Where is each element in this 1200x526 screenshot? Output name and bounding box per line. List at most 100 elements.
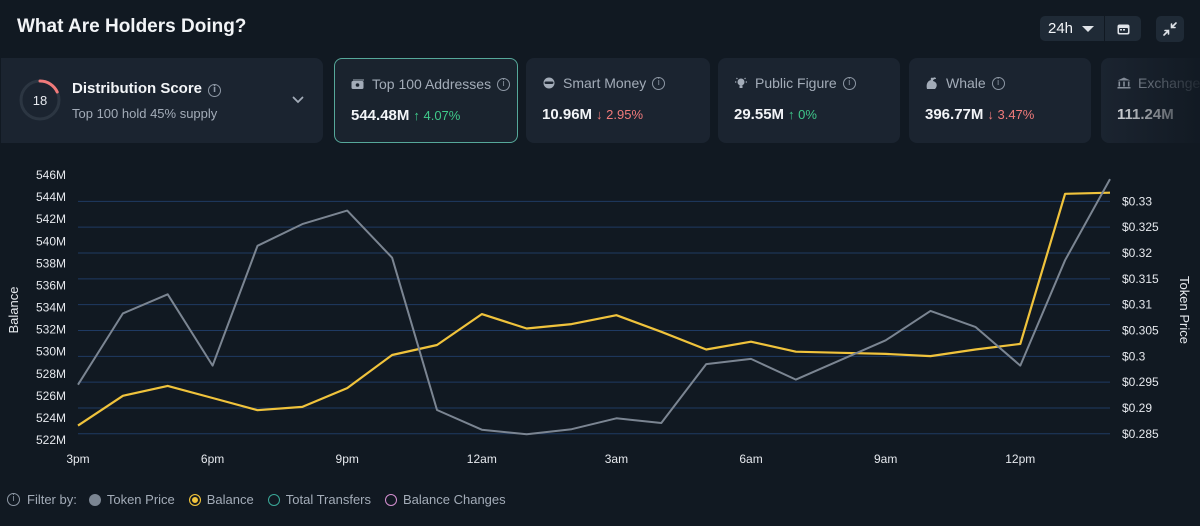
x-tick: 9pm (336, 452, 359, 466)
collapse-button[interactable] (1156, 16, 1184, 42)
y-tick-left: 540M (36, 234, 66, 248)
metric-card-exchange[interactable]: Exchange 111.24M (1101, 58, 1200, 143)
y-tick-left: 544M (36, 190, 66, 204)
distribution-title-text: Distribution Score (72, 80, 203, 97)
y-axis-left: 546M 544M 542M 540M 538M 536M 534M 532M 530M 528M… (36, 168, 66, 447)
score-ring (19, 79, 61, 121)
y-tick-right: $0.315 (1122, 272, 1159, 286)
y-axis-left-label: Balance (6, 287, 21, 334)
x-tick: 12pm (1005, 452, 1035, 466)
y-tick-left: 542M (36, 212, 66, 226)
y-tick-right: $0.325 (1122, 220, 1159, 234)
filter-bar: i Filter by: Token Price Balance Total Tra… (7, 492, 520, 507)
time-range-value: 24h (1048, 20, 1074, 37)
filter-item-total-transfers[interactable]: Total Transfers (267, 492, 372, 507)
lightbulb-icon (735, 77, 747, 88)
metric-label-text: Whale (946, 75, 986, 91)
metric-card-public-figure[interactable]: Public Figure i 29.55M ↑ 0% (718, 58, 900, 143)
x-tick: 3pm (66, 452, 89, 466)
metric-value-text: 10.96M (542, 106, 593, 123)
y-tick-right: $0.285 (1122, 427, 1159, 441)
metric-card-smart-money[interactable]: Smart Money i 10.96M ↓ 2.95% (526, 58, 710, 143)
series-line-balance[interactable] (77, 191, 1111, 427)
metric-label: Whale i (925, 75, 1005, 91)
metric-label-text: Top 100 Addresses (372, 76, 492, 92)
calendar-icon (1117, 24, 1129, 34)
bank-icon (1117, 77, 1131, 89)
metric-value-text: 544.48M (351, 107, 410, 124)
metric-value: 544.48M ↑ 4.07% (351, 107, 460, 124)
incognito-icon (543, 77, 555, 89)
y-tick-left: 546M (36, 168, 66, 182)
x-tick: 3am (605, 452, 628, 466)
y-tick-left: 524M (36, 411, 66, 425)
metric-label-text: Public Figure (755, 75, 837, 91)
chevron-down-icon[interactable] (292, 96, 304, 104)
metric-change: ↑ 0% (788, 107, 817, 122)
y-tick-right: $0.295 (1122, 375, 1159, 389)
filter-item-balance-changes[interactable]: Balance Changes (385, 492, 506, 507)
metric-value-text: 111.24M (1117, 106, 1174, 123)
x-tick: 6am (739, 452, 762, 466)
distribution-subtitle: Top 100 hold 45% supply (72, 106, 218, 121)
metric-value: 29.55M ↑ 0% (734, 106, 817, 123)
y-axis-right: $0.33 $0.325 $0.32 $0.315 $0.31 $0.305 $0.3 $0.… (1122, 194, 1159, 440)
info-icon[interactable]: i (208, 84, 222, 97)
y-tick-left: 528M (36, 367, 66, 381)
filter-item-balance[interactable]: Balance (188, 492, 254, 507)
page-title: What Are Holders Doing? (17, 16, 247, 37)
y-tick-left: 538M (36, 256, 66, 270)
info-icon[interactable]: i (652, 76, 666, 90)
whale-icon (926, 76, 937, 89)
y-tick-left: 530M (36, 345, 66, 359)
filter-items: Token Price Balance Total Transfers Balance… (88, 492, 520, 507)
distribution-score-card[interactable]: 18 Distribution Score i Top 100 hold 45% … (1, 58, 323, 143)
chart-grid (78, 200, 1110, 435)
series-line-token-price[interactable] (77, 178, 1111, 436)
metric-value: 396.77M ↓ 3.47% (925, 106, 1034, 123)
calendar-button[interactable] (1105, 16, 1141, 41)
metric-label-text: Exchange (1138, 75, 1200, 91)
y-tick-left: 532M (36, 323, 66, 337)
x-tick: 12am (467, 452, 497, 466)
x-tick: 9am (874, 452, 897, 466)
legend-dot-icon (385, 493, 398, 506)
y-tick-right: $0.3 (1122, 349, 1146, 363)
chart-lines (77, 178, 1111, 436)
metric-card-top100[interactable]: Top 100 Addresses i 544.48M ↑ 4.07% (334, 58, 518, 143)
y-tick-left: 522M (36, 433, 66, 447)
x-axis: 3pm 6pm 9pm 12am 3am 6am 9am 12pm (66, 452, 1035, 466)
cash-icon (351, 79, 364, 89)
time-range-select[interactable]: 24h (1040, 16, 1104, 41)
metric-value-text: 29.55M (734, 106, 785, 123)
info-icon[interactable]: i (7, 493, 20, 506)
metric-change: ↑ 4.07% (413, 108, 461, 123)
y-tick-left: 536M (36, 278, 66, 292)
y-tick-right: $0.29 (1122, 401, 1152, 415)
legend-dot-icon (267, 493, 280, 506)
metric-change: ↓ 2.95% (596, 107, 644, 122)
info-icon[interactable]: i (842, 76, 856, 90)
y-tick-right: $0.31 (1122, 298, 1152, 312)
metric-value: 10.96M ↓ 2.95% (542, 106, 643, 123)
metric-label: Exchange (1117, 75, 1200, 91)
filter-item-label: Balance Changes (403, 492, 506, 507)
y-tick-right: $0.32 (1122, 246, 1152, 260)
y-tick-right: $0.305 (1122, 323, 1159, 337)
filter-item-label: Total Transfers (285, 492, 372, 507)
metric-change: ↓ 3.47% (987, 107, 1035, 122)
legend-dot-icon (88, 493, 101, 506)
collapse-icon (1163, 22, 1177, 36)
y-tick-left: 526M (36, 389, 66, 403)
metric-label: Smart Money i (542, 75, 666, 91)
filter-item-label: Balance (206, 492, 254, 507)
metric-label-text: Smart Money (563, 75, 647, 91)
legend-dot-icon (188, 493, 201, 506)
x-tick: 6pm (201, 452, 224, 466)
info-icon[interactable]: i (991, 76, 1005, 90)
info-icon[interactable]: i (497, 77, 511, 91)
filter-item-label: Token Price (106, 492, 175, 507)
y-axis-right-label: Token Price (1177, 276, 1192, 344)
filter-item-token-price[interactable]: Token Price (88, 492, 175, 507)
metric-card-whale[interactable]: Whale i 396.77M ↓ 3.47% (909, 58, 1091, 143)
